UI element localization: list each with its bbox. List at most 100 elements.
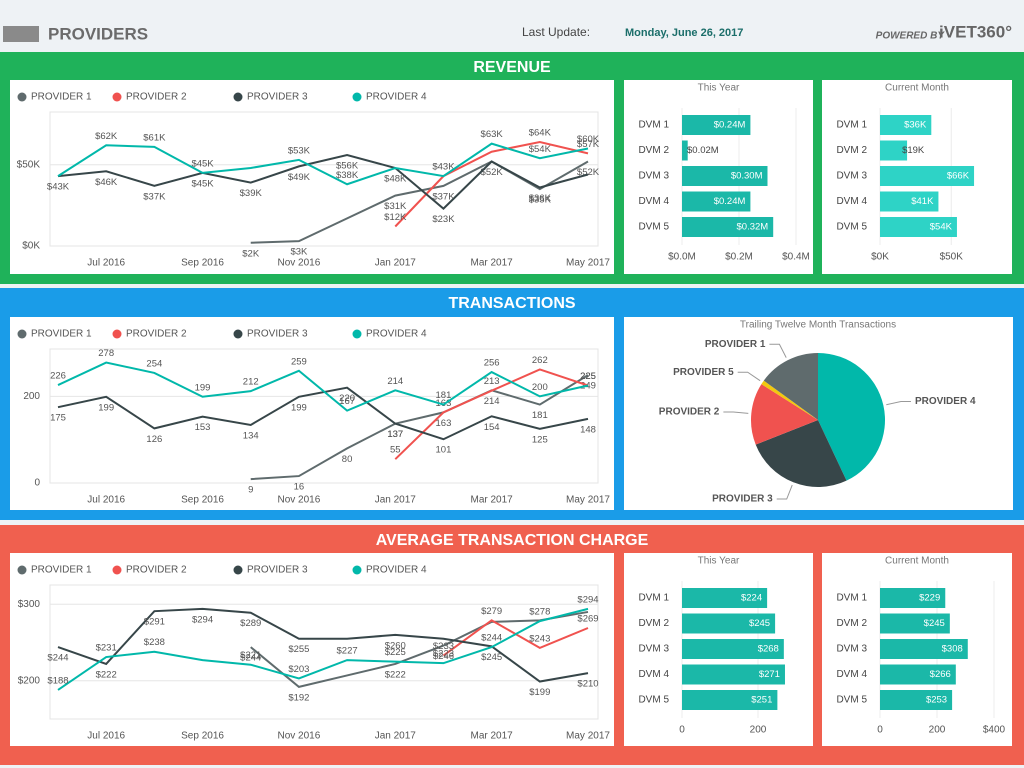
chart-title: Current Month [885,83,949,94]
y-tick-label: $50K [17,159,41,170]
bar [682,115,751,135]
series-line [250,374,589,481]
data-label: $36K [529,193,552,204]
section-title: TRANSACTIONS [448,295,575,312]
bar [682,166,768,186]
data-label: $251 [751,695,772,706]
bar [880,166,975,186]
bar [880,664,956,685]
legend-label: PROVIDER 3 [247,92,308,103]
data-label: 55 [390,445,401,456]
x-tick-label: Jul 2016 [87,495,125,506]
update-label: Last Update: [522,25,590,39]
chart-title: This Year [698,83,740,94]
legend-marker [17,565,27,575]
data-label: 226 [50,371,66,382]
data-label: $56K [336,161,359,172]
data-label: $289 [240,618,261,629]
bar [880,140,908,161]
data-label: $227 [337,646,358,657]
data-label: 225 [580,371,596,382]
data-label: 213 [484,376,500,387]
data-label: $245 [924,618,945,629]
y-tick-label: DVM 2 [638,618,669,629]
legend-marker [233,329,243,339]
x-tick-label: $0K [871,252,889,263]
data-label: $37K [143,191,166,202]
data-label: $279 [481,606,502,617]
data-label: $243 [529,633,550,644]
x-tick-label: Jul 2016 [87,731,125,742]
data-label: 278 [98,348,114,359]
data-label: 200 [532,382,548,393]
series-line [394,368,589,460]
data-label: 153 [195,422,211,433]
x-tick-label: Jan 2017 [375,495,417,506]
data-label: $294 [577,594,598,605]
data-label: $278 [529,607,550,618]
legend-marker [112,92,122,102]
x-tick-label: Sep 2016 [181,258,224,269]
x-tick-label: Sep 2016 [181,495,224,506]
data-label: $57K [577,139,600,150]
legend-label: PROVIDER 2 [126,565,187,576]
data-label: $39K [240,188,263,199]
data-label: $223 [433,649,454,660]
legend-label: PROVIDER 4 [366,92,427,103]
bar [682,690,778,710]
legend-marker [233,565,243,575]
bar [682,191,751,212]
bar [682,588,768,608]
data-label: $224 [741,593,762,604]
data-label: 126 [146,434,162,445]
y-tick-label: $200 [18,675,41,686]
data-label: $222 [96,669,117,680]
slice-label: PROVIDER 1 [705,339,766,350]
y-tick-label: DVM 3 [638,644,669,655]
y-tick-label: 0 [34,478,40,489]
legend-label: PROVIDER 1 [31,92,92,103]
data-label: $192 [288,692,309,703]
y-tick-label: DVM 4 [836,669,867,680]
data-label: $268 [758,644,779,655]
series-line [57,386,589,441]
y-tick-label: DVM 4 [836,196,867,207]
bar [682,140,688,161]
series-line [57,361,589,412]
bar [880,690,953,710]
data-label: $41K [911,196,934,207]
data-label: 199 [98,402,114,413]
bar [682,613,776,634]
data-label: $0.30M [731,171,763,182]
legend-label: PROVIDER 4 [366,565,427,576]
data-label: $245 [481,652,502,663]
y-tick-label: DVM 5 [836,695,867,706]
data-label: $188 [47,675,68,686]
data-label: $38K [336,170,359,181]
x-tick-label: May 2017 [566,258,610,269]
data-label: 212 [243,377,259,388]
slice-label: PROVIDER 3 [712,494,773,505]
data-label: $23K [432,214,455,225]
data-label: $244 [240,653,261,664]
y-tick-label: DVM 5 [638,222,669,233]
bar [880,115,932,135]
data-label: 16 [294,482,305,493]
data-label: $233 [433,641,454,652]
data-label: $266 [930,669,951,680]
data-label: $244 [481,633,502,644]
legend-marker [112,329,122,339]
data-label: $291 [144,617,165,628]
data-label: $203 [288,664,309,675]
pie-slice [751,384,818,445]
x-tick-label: 0 [877,725,883,736]
x-tick-label: Sep 2016 [181,731,224,742]
data-label: 175 [50,413,66,424]
data-label: 254 [146,358,162,369]
y-tick-label: DVM 3 [638,171,669,182]
y-tick-label: DVM 4 [638,196,669,207]
data-label: 167 [339,396,355,407]
data-label: 225 [580,371,596,382]
bar [880,639,968,659]
